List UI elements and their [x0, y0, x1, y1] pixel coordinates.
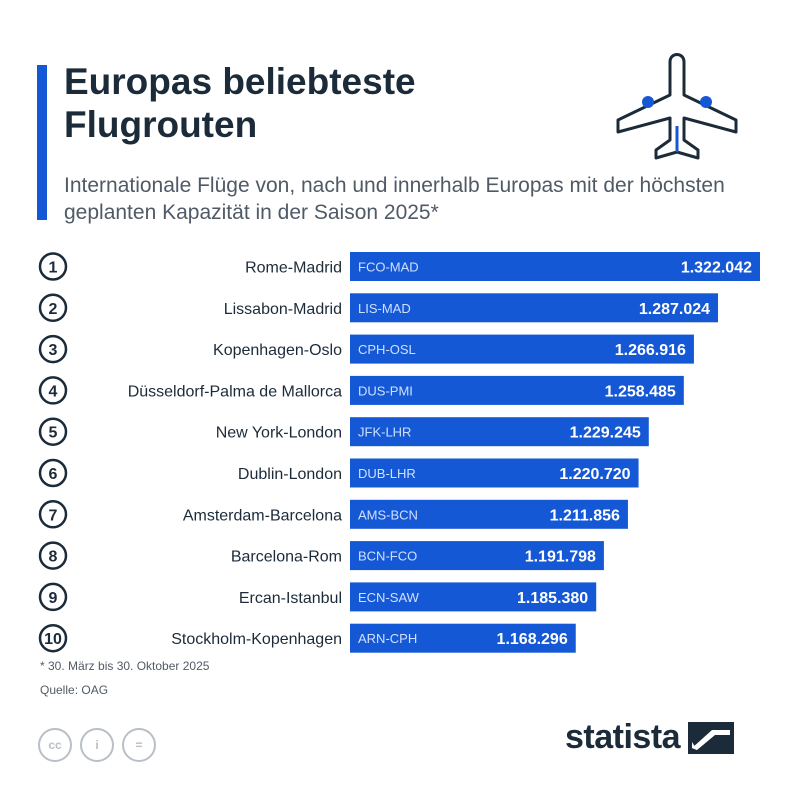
route-label: Barcelona-Rom [231, 549, 342, 566]
no-derivatives-icon: = [122, 728, 156, 762]
value-label: 1.211.856 [550, 507, 620, 524]
route-label: Amsterdam-Barcelona [183, 507, 342, 524]
bar [350, 541, 604, 571]
brand-name: statista [565, 718, 681, 756]
route-label: Ercan-Istanbul [239, 590, 342, 607]
bar [350, 293, 719, 323]
value-label: 1.185.380 [517, 590, 588, 607]
bar [350, 623, 576, 653]
bar [350, 458, 639, 488]
route-label: Rome-Madrid [245, 260, 342, 277]
rank-badge [38, 334, 68, 364]
value-label: 1.258.485 [605, 383, 676, 400]
airport-code-label: ECN-SAW [358, 590, 420, 605]
value-label: 1.266.916 [615, 342, 686, 359]
bar [350, 252, 760, 281]
airport-code-label: LIS-MAD [358, 301, 411, 316]
rank-badge [38, 582, 68, 612]
airport-code-label: DUS-PMI [358, 383, 413, 398]
rank-number: 3 [49, 342, 58, 359]
statista-logo: statista [565, 718, 735, 757]
airport-code-label: CPH-OSL [358, 342, 416, 357]
airport-code-label: ARN-CPH [358, 631, 417, 646]
airport-code-label: DUB-LHR [358, 466, 416, 481]
rank-badge [38, 623, 68, 653]
title-accent-bar [37, 65, 47, 220]
airport-code-label: FCO-MAD [358, 260, 419, 275]
license-icons: cc i = [38, 728, 156, 762]
rank-number: 7 [49, 507, 58, 524]
bar [350, 582, 597, 612]
rank-badge [38, 293, 68, 323]
cc-icon: cc [38, 728, 72, 762]
rank-badge [38, 541, 68, 570]
route-label: Düsseldorf-Palma de Mallorca [128, 383, 342, 400]
route-label: New York-London [216, 425, 342, 442]
chart-subtitle: Internationale Flüge von, nach und inner… [64, 174, 725, 224]
rank-badge [38, 417, 68, 446]
value-label: 1.220.720 [559, 466, 630, 483]
rank-number: 6 [49, 466, 58, 483]
rank-number: 4 [49, 383, 58, 400]
value-label: 1.287.024 [639, 301, 710, 318]
route-label: Stockholm-Kopenhagen [171, 631, 342, 648]
rank-number: 5 [49, 425, 58, 442]
rank-badge [38, 376, 68, 405]
value-label: 1.168.296 [497, 631, 568, 648]
attribution-icon: i [80, 728, 114, 762]
value-label: 1.229.245 [570, 425, 641, 442]
value-label: 1.191.798 [525, 549, 596, 566]
rank-number: 2 [49, 301, 58, 318]
airplane-icon [616, 53, 738, 160]
rank-badge [38, 458, 68, 488]
bar [350, 334, 694, 364]
route-label: Kopenhagen-Oslo [213, 342, 342, 359]
airport-code-label: BCN-FCO [358, 549, 417, 564]
value-label: 1.322.042 [681, 260, 752, 277]
bar [350, 375, 684, 405]
chart-title: Europas beliebteste Flugrouten [64, 61, 416, 145]
rank-number: 9 [49, 590, 58, 607]
rank-number: 8 [49, 549, 58, 566]
rank-badge [38, 500, 68, 529]
airport-code-label: JFK-LHR [358, 425, 411, 440]
rank-badge [38, 252, 68, 281]
statista-logo-mark [688, 721, 735, 754]
footnote: * 30. März bis 30. Oktober 2025 [40, 659, 210, 673]
rank-number: 10 [44, 631, 62, 648]
bar [350, 499, 628, 529]
route-label: Lissabon-Madrid [224, 301, 342, 318]
source-note: Quelle: OAG [40, 683, 109, 697]
rank-number: 1 [49, 260, 58, 277]
bar [350, 417, 649, 447]
route-label: Dublin-London [238, 466, 342, 483]
airport-code-label: AMS-BCN [358, 507, 418, 522]
